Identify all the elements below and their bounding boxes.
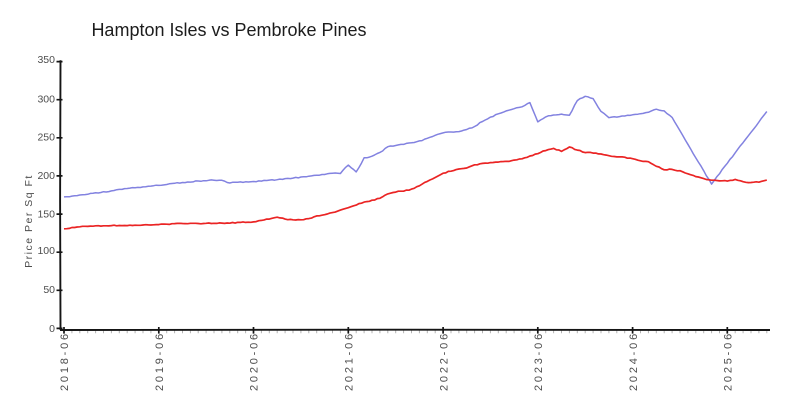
svg-text:150: 150 — [37, 209, 55, 221]
svg-text:2018-06: 2018-06 — [59, 331, 71, 391]
svg-text:2020-06: 2020-06 — [249, 331, 261, 391]
svg-text:300: 300 — [37, 93, 55, 105]
svg-text:2025-06: 2025-06 — [723, 331, 735, 391]
svg-text:2021-06: 2021-06 — [344, 331, 356, 391]
svg-text:50: 50 — [43, 284, 55, 296]
svg-text:2024-06: 2024-06 — [628, 331, 640, 391]
svg-text:250: 250 — [37, 131, 55, 143]
svg-text:Price Per Sq Ft: Price Per Sq Ft — [23, 174, 35, 268]
svg-text:2023-06: 2023-06 — [533, 331, 545, 391]
svg-text:350: 350 — [37, 54, 55, 66]
svg-text:2019-06: 2019-06 — [154, 331, 166, 391]
svg-text:200: 200 — [37, 170, 55, 182]
svg-text:0: 0 — [49, 323, 55, 335]
svg-text:Hampton Isles vs Pembroke Pine: Hampton Isles vs Pembroke Pines — [91, 20, 366, 40]
svg-text:100: 100 — [37, 245, 55, 257]
svg-text:2022-06: 2022-06 — [438, 331, 450, 391]
